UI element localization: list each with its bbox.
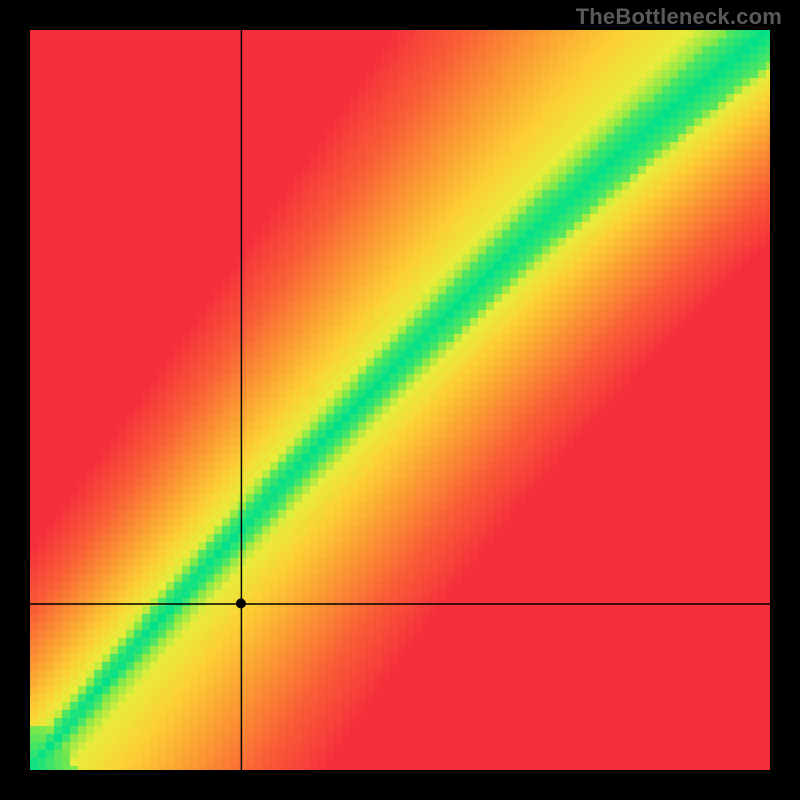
heatmap-canvas bbox=[0, 0, 800, 800]
watermark-text: TheBottleneck.com bbox=[576, 4, 782, 30]
chart-container: TheBottleneck.com bbox=[0, 0, 800, 800]
